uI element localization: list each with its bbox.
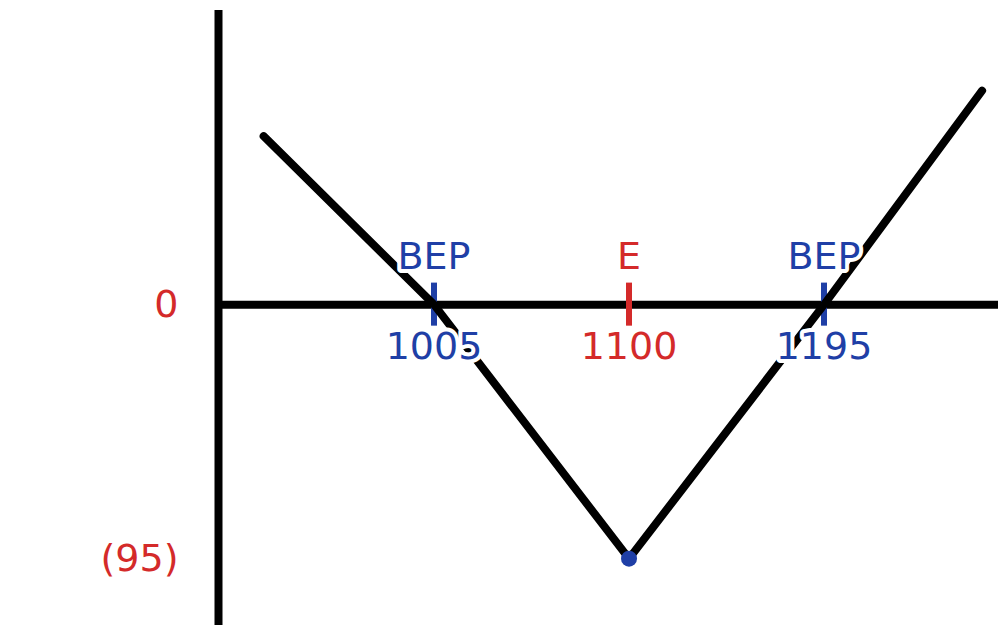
- svg-text:1195: 1195: [776, 324, 873, 368]
- svg-text:(95): (95): [100, 536, 178, 580]
- svg-text:BEP: BEP: [398, 234, 471, 278]
- svg-text:0: 0: [154, 282, 178, 326]
- svg-text:1005: 1005: [386, 324, 483, 368]
- svg-text:E: E: [617, 234, 641, 278]
- svg-text:BEP: BEP: [788, 234, 861, 278]
- svg-text:1100: 1100: [581, 324, 678, 368]
